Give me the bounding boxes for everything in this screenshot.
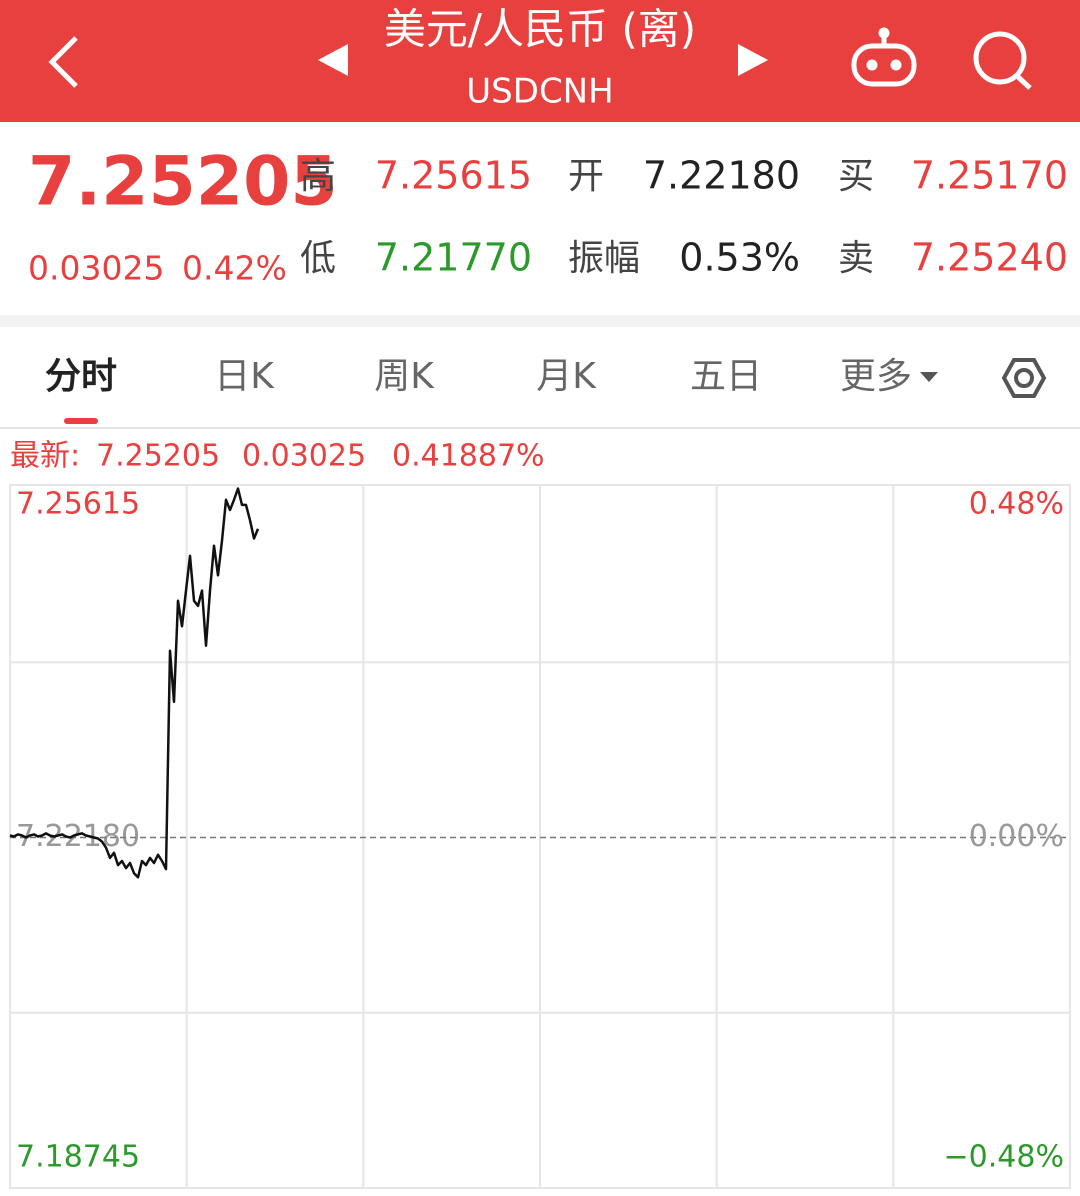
back-button[interactable] [48,36,78,88]
price-line [9,487,260,879]
tab[interactable]: 分时 [45,356,117,397]
prev-button[interactable] [318,44,348,76]
title: 美元/人民币 (离) [384,5,696,54]
tab[interactable]: 周K [374,356,435,397]
stat-value: 7.25240 [911,236,1068,280]
y2-tick-label: 0.00% [969,819,1064,854]
y-tick-label: 7.22180 [16,819,140,854]
stat-label: 振幅 [568,238,640,279]
stat-label: 高 [300,156,336,197]
change: 0.03025 [28,249,164,288]
latest-price: 7.25205 [96,439,220,474]
latest-change: 0.03025 [242,439,366,474]
stat-value: 7.25170 [911,154,1068,198]
stat-value: 7.21770 [375,236,532,280]
stat-label: 低 [300,238,336,279]
y2-tick-label: 0.48% [969,487,1064,522]
stat-value: 7.25615 [375,154,532,198]
dropdown-arrow [920,372,938,382]
robot-button[interactable] [851,27,917,87]
separator [0,315,1080,327]
latest-change-pct: 0.41887% [392,439,545,474]
tab[interactable]: 月K [536,356,597,397]
stat-value: 7.22180 [643,154,800,198]
change-pct: 0.42% [182,249,287,288]
stat-value: 0.53% [679,236,800,280]
stat-label: 卖 [838,238,874,279]
search-button[interactable] [973,31,1032,90]
latest-label: 最新: [10,439,80,474]
top-bar [0,0,1080,122]
subtitle: USDCNH [466,72,613,112]
y2-tick-label: −0.48% [944,1140,1064,1175]
tab[interactable]: 更多 [840,356,912,397]
tab[interactable]: 日K [214,356,275,397]
tab[interactable]: 五日 [690,356,762,397]
y-tick-label: 7.25615 [16,487,140,522]
price: 7.25205 [28,143,338,222]
stat-label: 买 [838,156,874,197]
tab-indicator [64,418,98,424]
next-button[interactable] [738,44,768,76]
y-tick-label: 7.18745 [16,1140,140,1175]
settings-button[interactable] [1001,358,1047,398]
stat-label: 开 [568,156,604,197]
